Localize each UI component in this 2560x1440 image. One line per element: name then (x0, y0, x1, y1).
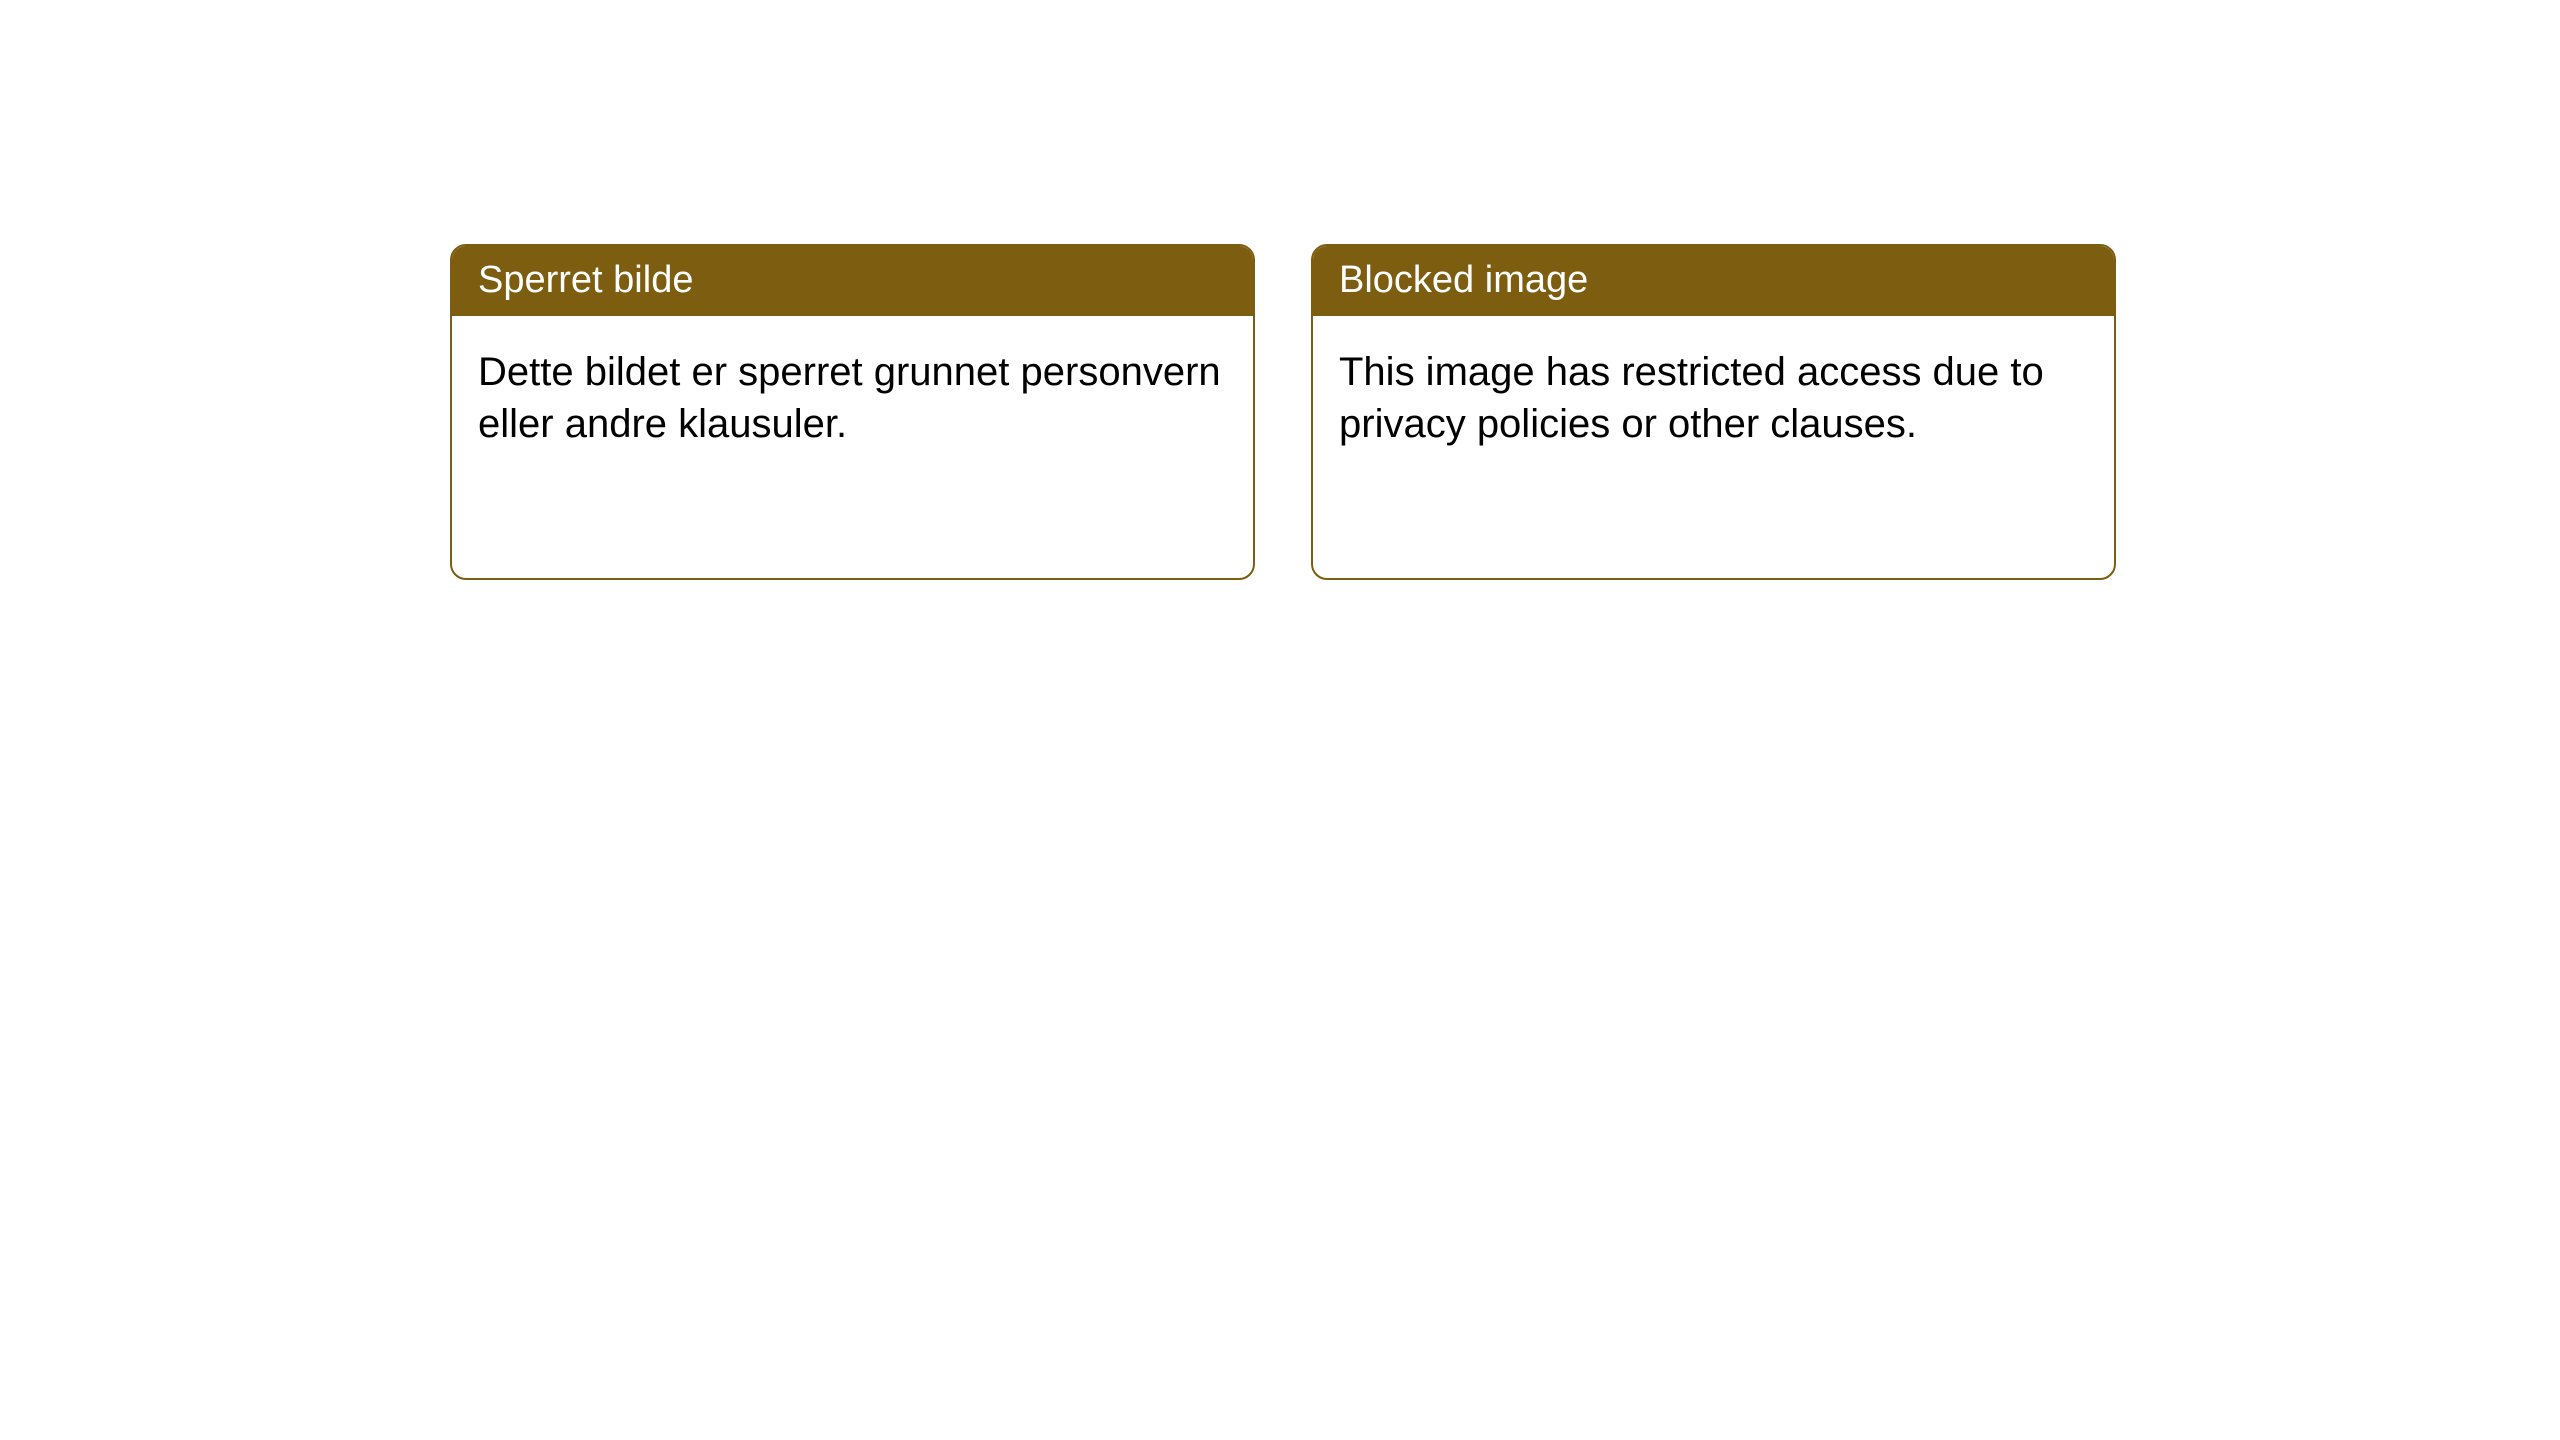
notice-card-norwegian: Sperret bilde Dette bildet er sperret gr… (450, 244, 1255, 580)
notice-card-english: Blocked image This image has restricted … (1311, 244, 2116, 580)
notice-container: Sperret bilde Dette bildet er sperret gr… (0, 0, 2560, 580)
notice-title: Sperret bilde (452, 246, 1253, 316)
notice-body: This image has restricted access due to … (1313, 316, 2114, 480)
notice-body: Dette bildet er sperret grunnet personve… (452, 316, 1253, 480)
notice-title: Blocked image (1313, 246, 2114, 316)
